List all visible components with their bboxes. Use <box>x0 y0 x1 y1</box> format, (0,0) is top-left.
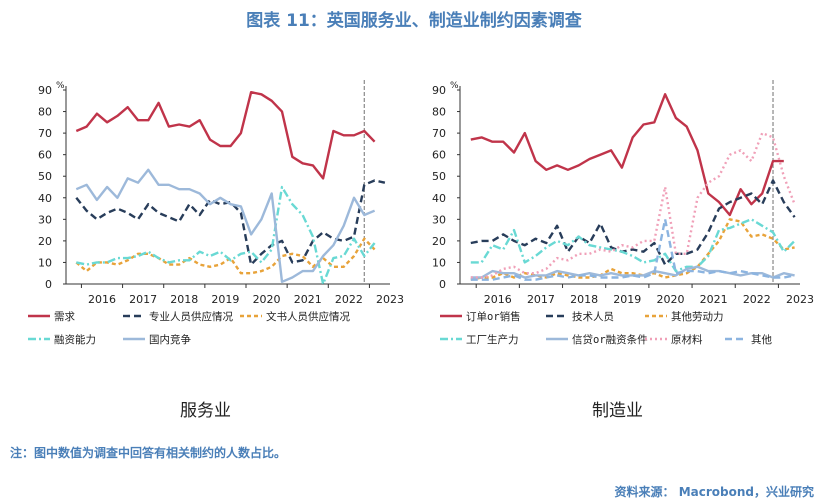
y-tick-label: 10 <box>432 256 446 269</box>
y-tick-label: 90 <box>432 84 446 97</box>
series-line-5 <box>470 131 796 279</box>
legend-label-3: 融资能力 <box>54 333 96 346</box>
y-tick-label: 0 <box>45 278 52 291</box>
series-line-1 <box>470 179 796 266</box>
legend-label-1: 技术人员 <box>572 310 614 323</box>
x-tick-label: 2018 <box>170 293 198 306</box>
footnote: 注：图中数值为调查中回答有相关制约的人数占比。 <box>10 446 287 460</box>
y-tick-label: 90 <box>38 84 52 97</box>
x-tick-label: 2017 <box>527 293 555 306</box>
y-tick-label: 20 <box>432 235 446 248</box>
x-tick-label: 2017 <box>129 293 157 306</box>
services-caption: 服务业 <box>180 401 231 421</box>
figure-title: 图表 11：英国服务业、制造业制约因素调查 <box>246 11 582 31</box>
x-tick-label: 2016 <box>88 293 116 306</box>
series-line-0 <box>470 93 784 217</box>
series-line-2 <box>470 218 795 281</box>
x-tick-label: 2023 <box>376 293 404 306</box>
x-tick-label: 2018 <box>570 293 598 306</box>
manufacturing-caption: 制造业 <box>592 401 643 421</box>
legend-label-2: 其他劳动力 <box>671 310 724 323</box>
y-tick-label: 10 <box>38 256 52 269</box>
x-tick-label: 2023 <box>786 293 814 306</box>
legend-label-5: 原材料 <box>671 333 703 346</box>
y-tick-label: 70 <box>38 127 52 140</box>
y-tick-label: 0 <box>439 278 446 291</box>
x-tick-label: 2020 <box>253 293 281 306</box>
legend-label-0: 需求 <box>54 311 75 323</box>
y-tick-label: 40 <box>432 192 446 205</box>
manufacturing-chart: 0 10 20 30 40 50 60 70 80 90 % 2016 2017 2018 2019 2020… <box>432 80 814 346</box>
series-line-3 <box>76 185 376 286</box>
series-line-3 <box>470 218 796 273</box>
legend-label-2: 文书人员供应情况 <box>266 310 350 323</box>
y-tick-label: 70 <box>432 127 446 140</box>
y-tick-label: 60 <box>38 149 52 162</box>
x-tick-label: 2019 <box>613 293 641 306</box>
legend-label-4: 信贷or融资条件 <box>572 333 648 346</box>
x-tick-label: 2021 <box>700 293 728 306</box>
y-tick-label: 80 <box>38 106 52 119</box>
series-line-4 <box>75 168 376 283</box>
source-text: 资料来源： Macrobond，兴业研究 <box>614 485 814 499</box>
series-line-1 <box>75 179 386 266</box>
x-tick-label: 2022 <box>743 293 771 306</box>
legend-label-0: 订单or销售 <box>466 310 521 323</box>
y-tick-label: 40 <box>38 192 52 205</box>
y-tick-label: 50 <box>432 170 446 183</box>
y-unit-label: % <box>56 81 65 91</box>
y-tick-label: 60 <box>432 149 446 162</box>
x-tick-label: 2021 <box>294 293 322 306</box>
legend-label-4: 国内竞争 <box>149 333 191 346</box>
y-tick-label: 30 <box>432 213 446 226</box>
legend-label-1: 专业人员供应情况 <box>149 310 233 323</box>
y-tick-label: 20 <box>38 235 52 248</box>
x-tick-label: 2022 <box>335 293 363 306</box>
services-chart: 0 10 20 30 40 50 60 70 80 90 % 2016 2017 2018 2019 2020… <box>28 80 404 346</box>
x-tick-label: 2020 <box>656 293 684 306</box>
x-tick-label: 2016 <box>484 293 512 306</box>
series-line-4 <box>470 265 795 279</box>
y-tick-label: 80 <box>432 106 446 119</box>
legend-label-6: 其他 <box>751 333 772 346</box>
series-line-0 <box>75 91 376 180</box>
y-tick-label: 30 <box>38 213 52 226</box>
y-unit-label: % <box>450 81 459 91</box>
x-tick-label: 2019 <box>211 293 239 306</box>
legend-label-3: 工厂生产力 <box>466 333 519 346</box>
series-line-2 <box>75 237 376 275</box>
series-line-6 <box>470 218 795 281</box>
y-tick-label: 50 <box>38 170 52 183</box>
